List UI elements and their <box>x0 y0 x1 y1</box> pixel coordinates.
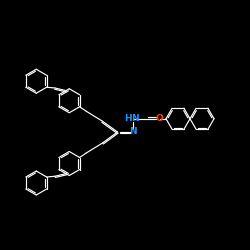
Text: O: O <box>156 114 164 123</box>
Text: N: N <box>131 114 138 123</box>
Text: H: H <box>124 114 132 123</box>
Text: N: N <box>129 128 136 136</box>
